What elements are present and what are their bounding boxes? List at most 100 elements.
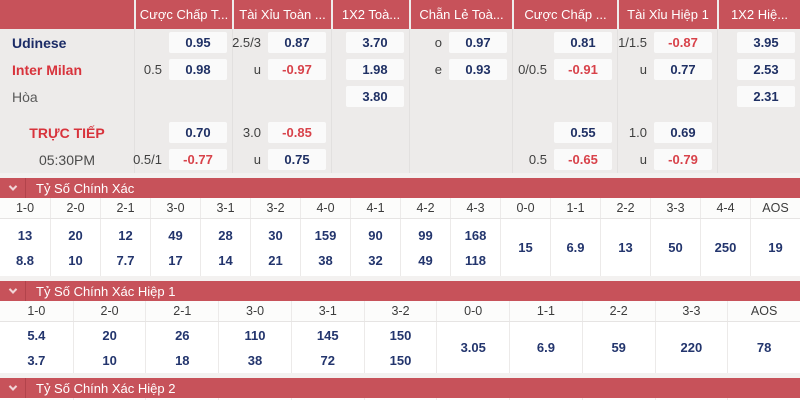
odds-button[interactable]: 0.69 xyxy=(654,122,712,143)
chevron-down-icon[interactable] xyxy=(0,281,26,301)
score-odds-cell[interactable]: 20 10 xyxy=(72,322,146,373)
odds-button[interactable]: 0.81 xyxy=(554,32,612,53)
odds-button[interactable]: 3.80 xyxy=(346,86,404,107)
odds-button[interactable]: 0.95 xyxy=(169,32,227,53)
score-odds-cell[interactable]: 78 xyxy=(727,322,800,373)
odds-button[interactable]: -0.79 xyxy=(654,149,712,170)
odds-button[interactable]: 3.95 xyxy=(737,32,795,53)
spacer-row xyxy=(0,110,800,119)
score-label: 3-1 xyxy=(200,198,250,218)
handicap-value: u xyxy=(253,152,261,167)
score-labels-row: 1-0 2-0 2-1 3-0 3-1 3-2 4-0 4-1 4-2 4-3 … xyxy=(0,198,800,219)
handicap-value: u xyxy=(253,62,261,77)
score-values-row: 5.4 3.7 20 10 26 18 110 38 145 72 150 150 3.05… xyxy=(0,322,800,373)
overunder-full-cell: u 0.75 xyxy=(232,146,331,173)
section-correct-score-full: Tỷ Số Chính Xác 1-0 2-0 2-1 3-0 3-1 3-2 … xyxy=(0,178,800,276)
section-title: Tỷ Số Chính Xác Hiệp 2 xyxy=(36,380,176,396)
odds-button[interactable]: 1.98 xyxy=(346,59,404,80)
handicap-h1-cell: 0.5 -0.65 xyxy=(512,146,617,173)
score-odds-cell[interactable]: 90 32 xyxy=(350,219,400,276)
score-odds-cell[interactable]: 13 xyxy=(600,219,650,276)
odds-button[interactable]: -0.77 xyxy=(169,149,227,170)
score-odds-cell[interactable]: 250 xyxy=(700,219,750,276)
odds-button[interactable]: 0.70 xyxy=(169,122,227,143)
odds-button[interactable]: -0.65 xyxy=(554,149,612,170)
odds-button[interactable]: 0.77 xyxy=(654,59,712,80)
odds-button[interactable]: 2.31 xyxy=(737,86,795,107)
score-odds-cell[interactable]: 168 118 xyxy=(450,219,500,276)
1x2-full-cell: 3.80 xyxy=(331,83,409,110)
odds-button[interactable]: 2.53 xyxy=(737,59,795,80)
score-odds-cell[interactable]: 12 7.7 xyxy=(100,219,150,276)
score-odds-cell[interactable]: 150 150 xyxy=(363,322,437,373)
odds-button[interactable]: 0.75 xyxy=(268,149,326,170)
score-label: 3-0 xyxy=(150,198,200,218)
odds-button[interactable]: 0.55 xyxy=(554,122,612,143)
score-odds-cell[interactable]: 220 xyxy=(654,322,728,373)
odds-table-header: Cược Chấp T... Tài Xỉu Toàn ... 1X2 Toà.… xyxy=(0,0,800,29)
chevron-down-icon[interactable] xyxy=(0,378,26,398)
column-header-handicap-h1: Cược Chấp ... xyxy=(512,0,617,29)
score-odds-cell[interactable]: 99 49 xyxy=(400,219,450,276)
score-odds-cell[interactable]: 26 18 xyxy=(145,322,218,373)
score-odds-cell[interactable]: 6.9 xyxy=(509,322,582,373)
odds-button[interactable]: -0.91 xyxy=(554,59,612,80)
odds-button[interactable]: 3.70 xyxy=(346,32,404,53)
odds-row-away: Inter Milan 0.5 0.98 u -0.97 1.98 e 0.93 0/… xyxy=(0,56,800,83)
section-header[interactable]: Tỷ Số Chính Xác Hiệp 2 xyxy=(0,378,800,398)
score-odds-cell[interactable]: 19 xyxy=(750,219,800,276)
match-odds-table: Cược Chấp T... Tài Xỉu Toàn ... 1X2 Toà.… xyxy=(0,0,800,173)
overunder-h1-cell xyxy=(617,83,717,110)
odds-button[interactable]: 0.93 xyxy=(449,59,507,80)
spacer-cell xyxy=(0,110,134,119)
score-odds-cell[interactable]: 59 xyxy=(581,322,655,373)
1x2-full-cell: 3.70 xyxy=(331,29,409,56)
oddeven-full-cell xyxy=(409,119,512,146)
score-values-row: 13 8.8 20 10 12 7.7 49 17 28 14 30 21 159 38 90… xyxy=(0,219,800,276)
odds-button[interactable]: 0.87 xyxy=(268,32,326,53)
score-odds-cell[interactable]: 5.4 3.7 xyxy=(27,327,46,368)
overunder-h1-cell: 1/1.5 -0.87 xyxy=(617,29,717,56)
column-header-overunder-full: Tài Xỉu Toàn ... xyxy=(232,0,331,29)
score-odds-cell[interactable]: 110 38 xyxy=(218,322,291,373)
odds-button[interactable]: -0.85 xyxy=(268,122,326,143)
section-header[interactable]: Tỷ Số Chính Xác xyxy=(0,178,800,198)
score-label xyxy=(290,398,364,400)
score-label: 1-0 xyxy=(27,304,46,318)
score-odds-cell[interactable]: 50 xyxy=(650,219,700,276)
handicap-full-cell: 0.5/1 -0.77 xyxy=(133,146,232,173)
score-label: AOS xyxy=(750,198,800,218)
handicap-value: 1/1.5 xyxy=(618,35,647,50)
score-label xyxy=(363,398,437,400)
score-odds-cell[interactable]: 145 72 xyxy=(290,322,364,373)
score-odds-cell[interactable]: 30 21 xyxy=(250,219,300,276)
odds-button[interactable]: -0.97 xyxy=(268,59,326,80)
overunder-full-cell: u -0.97 xyxy=(232,56,331,83)
score-odds-cell[interactable]: 6.9 xyxy=(550,219,600,276)
score-label: 2-0 xyxy=(50,198,100,218)
score-label: 1-0 xyxy=(15,201,35,215)
column-header-overunder-h1: Tài Xỉu Hiệp 1 xyxy=(617,0,717,29)
section-header[interactable]: Tỷ Số Chính Xác Hiệp 1 xyxy=(0,281,800,301)
score-odds-cell[interactable]: 3.05 xyxy=(436,322,509,373)
section-title: Tỷ Số Chính Xác xyxy=(36,180,135,196)
handicap-value: 1.0 xyxy=(628,125,647,140)
score-odds-cell[interactable]: 15 xyxy=(500,219,550,276)
score-label: 3-3 xyxy=(650,198,700,218)
column-header-1x2-h1: 1X2 Hiệ... xyxy=(717,0,800,29)
oddeven-full-cell xyxy=(409,83,512,110)
handicap-value: o xyxy=(434,35,442,50)
score-odds-cell[interactable]: 20 10 xyxy=(50,219,100,276)
score-odds-cell[interactable]: 28 14 xyxy=(200,219,250,276)
odds-row-live: TRỰC TIẾP 0.70 3.0 -0.85 0.55 1.0 0.69 xyxy=(0,119,800,146)
odds-button[interactable]: 0.98 xyxy=(169,59,227,80)
score-odds-cell[interactable]: 49 17 xyxy=(150,219,200,276)
chevron-down-icon[interactable] xyxy=(0,178,26,198)
score-label xyxy=(436,398,509,400)
score-odds-cell[interactable]: 159 38 xyxy=(300,219,350,276)
odds-row-home: Udinese 0.95 2.5/3 0.87 3.70 o 0.97 0.81 1… xyxy=(0,29,800,56)
odds-button[interactable]: 0.97 xyxy=(449,32,507,53)
score-odds-cell[interactable]: 13 8.8 xyxy=(15,227,35,268)
odds-button[interactable]: -0.87 xyxy=(654,32,712,53)
handicap-value: u xyxy=(639,62,647,77)
